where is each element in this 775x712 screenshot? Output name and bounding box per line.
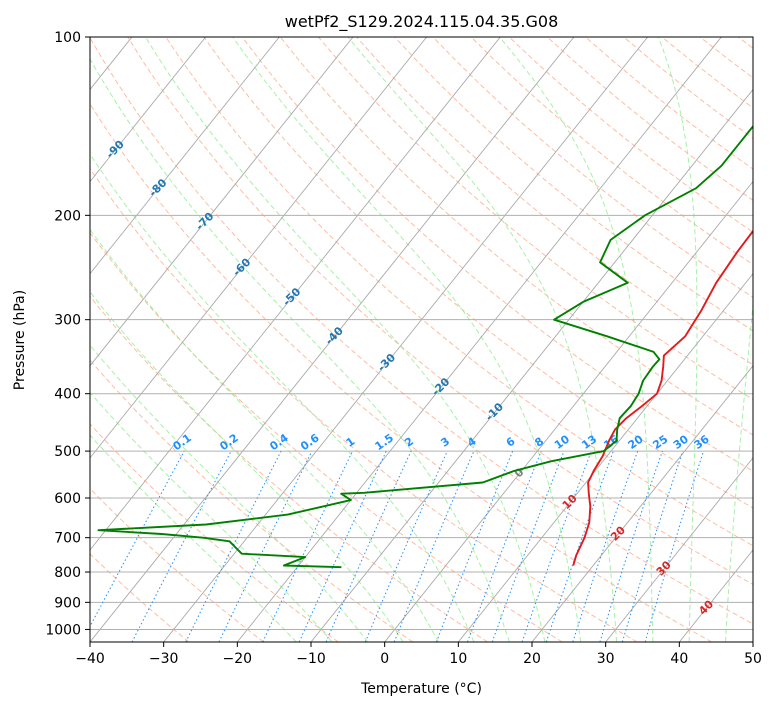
- x-tick-label: 10: [449, 651, 467, 667]
- x-tick-label: −10: [296, 651, 326, 667]
- y-tick-label: 600: [54, 491, 81, 507]
- y-tick-label: 200: [54, 208, 81, 224]
- x-tick-label: −40: [75, 651, 105, 667]
- y-tick-label: 300: [54, 313, 81, 329]
- y-tick-label: 700: [54, 531, 81, 547]
- chart-title: wetPf2_S129.2024.115.04.35.G08: [285, 12, 559, 32]
- x-tick-label: 50: [744, 651, 762, 667]
- x-tick-label: −20: [223, 651, 253, 667]
- x-tick-label: 40: [670, 651, 688, 667]
- x-tick-label: 30: [597, 651, 615, 667]
- x-tick-label: 20: [523, 651, 541, 667]
- x-tick-label: 0: [380, 651, 389, 667]
- x-axis-label: Temperature (°C): [360, 681, 482, 697]
- y-tick-label: 500: [54, 444, 81, 460]
- y-tick-label: 1000: [45, 622, 81, 638]
- y-tick-label: 800: [54, 565, 81, 581]
- y-tick-label: 900: [54, 595, 81, 611]
- y-axis-label: Pressure (hPa): [12, 290, 28, 390]
- x-tick-label: −30: [149, 651, 179, 667]
- y-tick-label: 400: [54, 387, 81, 403]
- y-tick-label: 100: [54, 30, 81, 46]
